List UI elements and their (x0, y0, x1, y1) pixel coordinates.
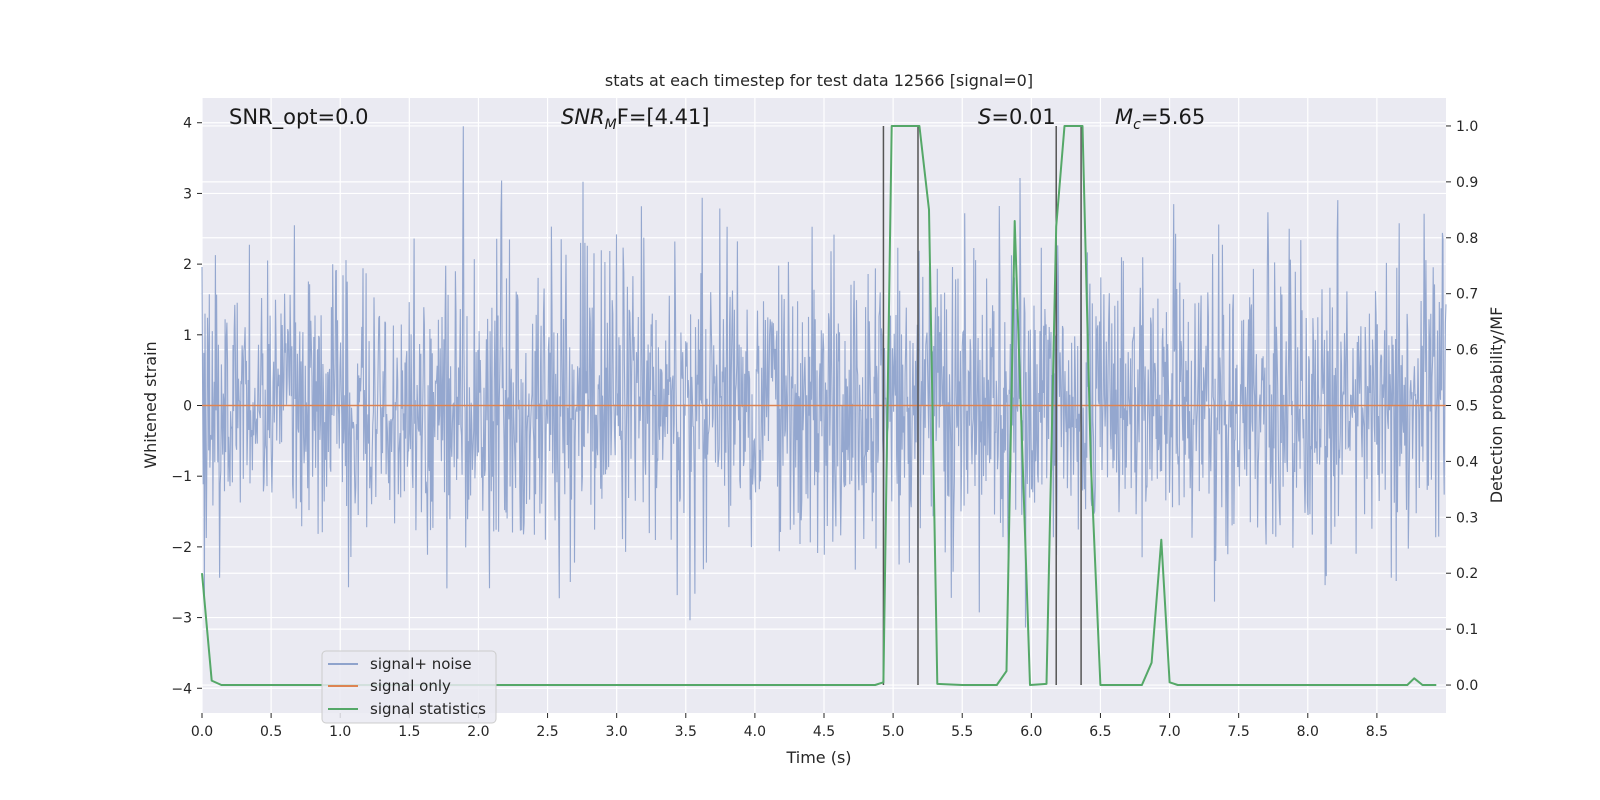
chart-title: stats at each timestep for test data 125… (605, 71, 1033, 90)
y2-tick-label: 0.7 (1456, 287, 1478, 303)
y-tick-label: −3 (171, 611, 192, 627)
x-tick-label: 5.5 (951, 724, 973, 740)
y2-tick-label: 0.9 (1456, 175, 1478, 191)
x-tick-label: 6.5 (1089, 724, 1111, 740)
y-tick-label: 0 (183, 399, 192, 415)
y2-tick-label: 0.2 (1456, 566, 1478, 582)
y-tick-label: −1 (171, 469, 192, 485)
x-tick-label: 2.5 (536, 724, 558, 740)
snr-mf-value: F=[4.41] (617, 105, 710, 129)
y2-axis-label: Detection probability/MF (1487, 307, 1506, 504)
x-tick-label: 3.5 (675, 724, 697, 740)
legend-label-signal-only: signal only (370, 677, 451, 695)
signal-noise-line (201, 126, 1447, 628)
y2-tick-label: 0.6 (1456, 343, 1478, 359)
y2-tick-label: 1.0 (1456, 119, 1478, 135)
y-tick-label: −4 (171, 681, 192, 697)
x-tick-label: 4.0 (744, 724, 766, 740)
y-tick-label: 4 (183, 116, 192, 132)
s-symbol: S (978, 105, 991, 129)
annotation-mc: Mc=5.65 (1115, 105, 1205, 133)
x-tick-label: 6.0 (1020, 724, 1042, 740)
legend: signal+ noise signal only signal statist… (321, 650, 497, 724)
y2-tick-label: 0.4 (1456, 454, 1478, 470)
y2-tick-label: 0.8 (1456, 231, 1478, 247)
y-tick-label: 3 (183, 186, 192, 202)
x-tick-label: 1.0 (329, 724, 351, 740)
x-tick-label: 7.0 (1158, 724, 1180, 740)
y2-tick-label: 0.0 (1456, 678, 1478, 694)
series-signal-noise (201, 126, 1447, 628)
annotation-snr-opt: SNR_opt=0.0 (229, 105, 369, 130)
y2-tick-label: 0.1 (1456, 622, 1478, 638)
x-tick-label: 5.0 (882, 724, 904, 740)
x-tick-label: 0.5 (260, 724, 282, 740)
y-tick-label: −2 (171, 540, 192, 556)
x-tick-label: 2.0 (467, 724, 489, 740)
x-tick-label: 4.5 (813, 724, 835, 740)
series-signal-statistics (201, 125, 1437, 686)
x-axis-ticks: 0.0 0.5 1.0 1.5 2.0 2.5 3.0 3.5 4.0 4.5 5.0 5.5 6.0 6… (191, 713, 1388, 740)
mc-symbol: M (1115, 105, 1133, 129)
x-tick-label: 0.0 (191, 724, 213, 740)
legend-frame (321, 650, 497, 724)
x-tick-label: 8.0 (1297, 724, 1319, 740)
x-tick-label: 1.5 (398, 724, 420, 740)
x-tick-label: 3.0 (606, 724, 628, 740)
y2-axis-ticks: 1.0 0.9 0.8 0.7 0.6 0.5 0.4 0.3 0.2 0.1 0.0 (1446, 119, 1478, 694)
legend-label-signal-statistics: signal statistics (370, 700, 486, 718)
y-axis-label: Whitened strain (141, 341, 160, 468)
legend-label-signal-noise: signal+ noise (370, 655, 472, 673)
y-axis-ticks: 4 3 2 1 0 −1 −2 −3 −4 (171, 116, 202, 697)
mc-subscript: c (1133, 117, 1141, 133)
mc-value: =5.65 (1141, 105, 1205, 129)
x-tick-label: 8.5 (1366, 724, 1388, 740)
x-tick-label: 7.5 (1228, 724, 1250, 740)
signal-statistics-line (201, 125, 1437, 686)
y-tick-label: 1 (183, 328, 192, 344)
s-value: =0.01 (991, 105, 1055, 129)
annotation-snr-mf: SNRMF=[4.41] (561, 105, 710, 133)
snr-mf-subscript: M (605, 117, 617, 133)
x-axis-label: Time (s) (785, 748, 851, 767)
y2-tick-label: 0.3 (1456, 510, 1478, 526)
y2-tick-label: 0.5 (1456, 399, 1478, 415)
annotation-s: S=0.01 (978, 105, 1056, 129)
snr-mf-symbol: SNR (561, 105, 605, 129)
y-tick-label: 2 (183, 257, 192, 273)
